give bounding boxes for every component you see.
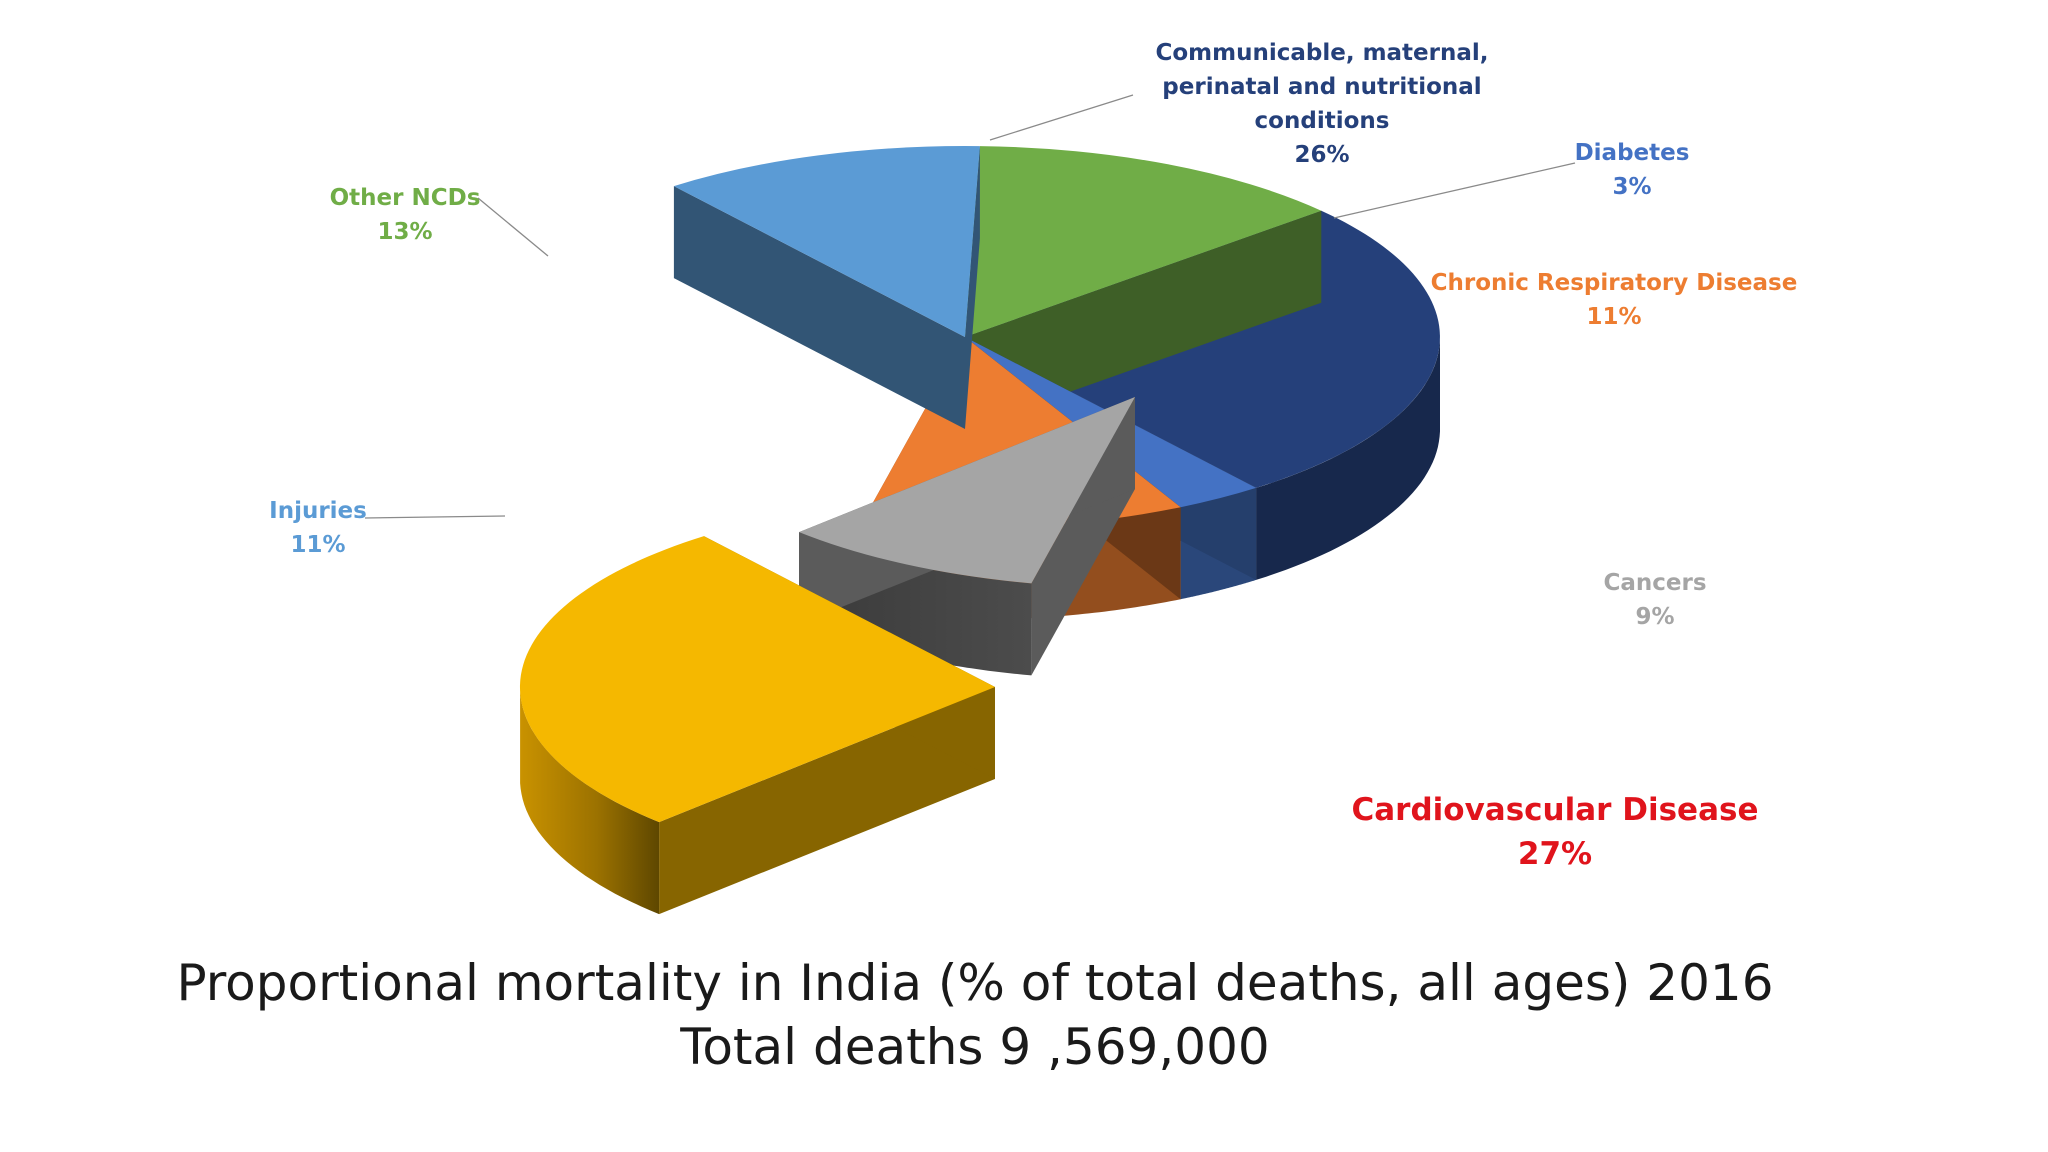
slice-wall — [965, 146, 980, 429]
slice-label: Communicable, maternal, perinatal and nut… — [1155, 40, 1488, 168]
slice-label-line: Communicable, maternal, — [1155, 40, 1488, 66]
chart-title: Proportional mortality in India (% of to… — [176, 954, 1774, 1012]
slice-value-label: 13% — [377, 219, 432, 245]
slice-label-line: Diabetes — [1575, 140, 1690, 166]
slice-side — [520, 691, 660, 915]
slice-label-line: conditions — [1255, 108, 1390, 134]
slice-label: Chronic Respiratory Disease 11% — [1431, 270, 1798, 330]
slice-label-line: Chronic Respiratory Disease — [1431, 270, 1798, 296]
slice-side — [1256, 339, 1440, 580]
leader-line — [1333, 162, 1576, 219]
slice-top — [965, 146, 1322, 337]
slice-label-line: Cancers — [1603, 570, 1706, 596]
leader-line — [477, 197, 549, 257]
slice-value-label: 3% — [1612, 174, 1651, 200]
leader-line — [364, 515, 506, 519]
leader-lines — [364, 94, 1576, 519]
slice-value-label: 11% — [1586, 304, 1641, 330]
slice-label-line: Other NCDs — [330, 185, 481, 211]
slice-top — [799, 397, 1135, 584]
slice-label: Other NCDs 13% — [330, 185, 481, 245]
slice-cancers — [799, 397, 1135, 676]
slice-value-label: 9% — [1635, 604, 1674, 630]
slices-layer — [519, 146, 1440, 915]
slice-wall — [673, 186, 965, 429]
slice-wall — [965, 210, 1322, 429]
slice-injuries — [673, 146, 980, 429]
slice-label-line: perinatal and nutritional — [1162, 74, 1481, 100]
slice-value-label: 26% — [1294, 142, 1349, 168]
slice-label-line: Injuries — [269, 498, 367, 524]
slice-label-line: Cardiovascular Disease — [1352, 792, 1759, 828]
slice-top — [673, 146, 980, 337]
chart-subtitle: Total deaths 9 ,569,000 — [680, 1018, 1270, 1076]
slice-label: Injuries 11% — [269, 498, 367, 558]
slice-label: Diabetes 3% — [1575, 140, 1690, 200]
slice-labels: Cardiovascular Disease 27% Injuries 11% Othe… — [269, 40, 1797, 872]
slice-cardiovascular-disease — [519, 536, 995, 915]
slice-top — [519, 536, 995, 823]
slice-value-label: 11% — [290, 532, 345, 558]
slice-label: Cancers 9% — [1603, 570, 1706, 630]
slice-value-label: 27% — [1518, 836, 1592, 872]
leader-line — [989, 94, 1134, 141]
slice-label: Cardiovascular Disease 27% — [1352, 792, 1759, 872]
slice-wall — [659, 687, 995, 915]
